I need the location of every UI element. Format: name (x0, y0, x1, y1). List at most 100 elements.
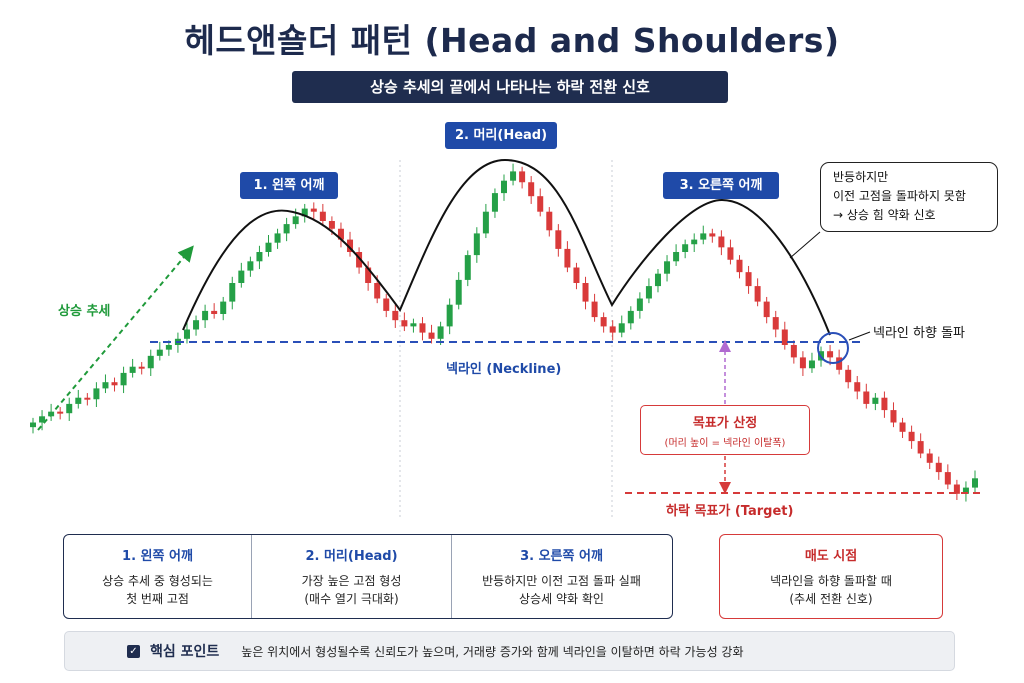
candle-up (156, 349, 163, 356)
candle-down (374, 283, 381, 299)
candle-down (428, 332, 435, 339)
candle-down (319, 211, 326, 221)
candle-up (93, 388, 100, 400)
candle-down (736, 259, 743, 273)
candle-down (555, 230, 562, 249)
candle-up (39, 416, 46, 423)
head-label: 2. 머리(Head) (445, 122, 557, 149)
candle-down (392, 310, 399, 321)
uptrend-arrow (37, 245, 194, 431)
candle-up (147, 355, 154, 369)
candle-down (718, 236, 725, 248)
candle-up (645, 286, 652, 299)
candle-up (510, 171, 517, 181)
step-title: 3. 오른쪽 어깨 (520, 549, 603, 564)
candle-down (609, 326, 616, 333)
candle-up (410, 323, 417, 327)
candle-down (944, 472, 951, 485)
candle-up (165, 345, 172, 350)
page-title: 헤드앤숄더 패턴 (Head and Shoulders) (184, 21, 840, 60)
candle-up (129, 366, 136, 373)
sell-timing-panel: 매도 시점 넥라인을 하향 돌파할 때 (추세 전환 신호) (719, 534, 943, 619)
measure-box: 목표가 산정 (머리 높이 = 넥라인 이탈폭) (640, 405, 810, 455)
candle-down (365, 267, 372, 283)
candle-down (337, 228, 344, 240)
candle-up (972, 478, 978, 488)
candle-down (537, 196, 544, 212)
candle-down (754, 286, 761, 302)
candle-up (627, 310, 634, 324)
candle-up (301, 208, 308, 217)
candle-down (419, 323, 426, 333)
candle-down (863, 391, 870, 404)
candle-up (636, 298, 643, 311)
candle-down (401, 320, 408, 327)
candle-down (600, 317, 607, 327)
candle-up (700, 233, 707, 240)
candle-down (772, 317, 779, 330)
step-desc: (매수 열기 극대화) (304, 592, 399, 606)
candle-up (482, 211, 489, 234)
candle-down (790, 345, 797, 358)
candle-up (464, 255, 471, 280)
uptrend-label: 상승 추세 (58, 304, 111, 319)
candle-down (854, 382, 861, 392)
candle-up (30, 422, 36, 428)
candle-up (872, 397, 879, 404)
candle-down (935, 462, 942, 473)
candle-down (546, 211, 553, 231)
candle-down (727, 247, 734, 260)
candle-down (347, 239, 354, 252)
candle-down (84, 397, 91, 400)
candle-up (183, 329, 190, 339)
candle-up (691, 239, 698, 245)
candle-down (356, 252, 363, 268)
candle-up (120, 372, 127, 386)
candle-up (66, 403, 73, 414)
left-shoulder-label: 1. 왼쪽 어깨 (240, 172, 338, 199)
candle-down (926, 453, 933, 463)
breakdown-circle (817, 332, 849, 364)
candle-down (763, 301, 770, 318)
breakdown-label: 넥라인 하향 돌파 (873, 326, 965, 341)
candle-down (573, 267, 580, 283)
candle-down (709, 233, 716, 237)
candle-up (292, 216, 299, 225)
candle-down (138, 366, 145, 369)
candle-up (256, 252, 263, 262)
candle-down (383, 298, 390, 311)
candle-down (519, 171, 526, 183)
candle-down (899, 422, 906, 432)
note-pointer (789, 231, 821, 259)
candlestick-chart (30, 158, 985, 520)
step-left-shoulder: 1. 왼쪽 어깨 상승 추세 중 형성되는 첫 번째 고점 (64, 535, 251, 618)
candle-down (745, 272, 752, 287)
candle-down (328, 221, 335, 229)
sell-desc: 넥라인을 하향 돌파할 때 (770, 574, 892, 588)
step-desc: 가장 높은 고점 형성 (301, 574, 402, 588)
note-line: 반등하지만 (833, 170, 889, 184)
candle-down (310, 208, 317, 212)
candle-up (220, 301, 227, 314)
candle-up (193, 320, 200, 330)
candle-up (664, 261, 671, 274)
steps-panel: 1. 왼쪽 어깨 상승 추세 중 형성되는 첫 번째 고점 2. 머리(Head… (63, 534, 673, 619)
step-desc: 반등하지만 이전 고점 돌파 실패 (482, 574, 641, 588)
pattern-outline (182, 158, 831, 336)
candle-up (473, 233, 480, 256)
candle-down (953, 484, 960, 494)
candle-down (845, 369, 852, 383)
step-head: 2. 머리(Head) 가장 높은 고점 형성 (매수 열기 극대화) (251, 535, 451, 618)
step-desc: 상승세 약화 확인 (519, 592, 604, 606)
sell-title: 매도 시점 (804, 549, 858, 564)
breakdown-pointer (848, 331, 871, 341)
candle-up (247, 261, 254, 271)
candle-down (908, 431, 915, 442)
candle-up (673, 252, 680, 262)
right-shoulder-label: 3. 오른쪽 어깨 (663, 172, 779, 199)
candle-up (491, 193, 498, 212)
candle-up (962, 487, 969, 494)
candle-up (455, 279, 462, 305)
candle-down (211, 310, 218, 314)
step-title: 1. 왼쪽 어깨 (122, 549, 193, 564)
